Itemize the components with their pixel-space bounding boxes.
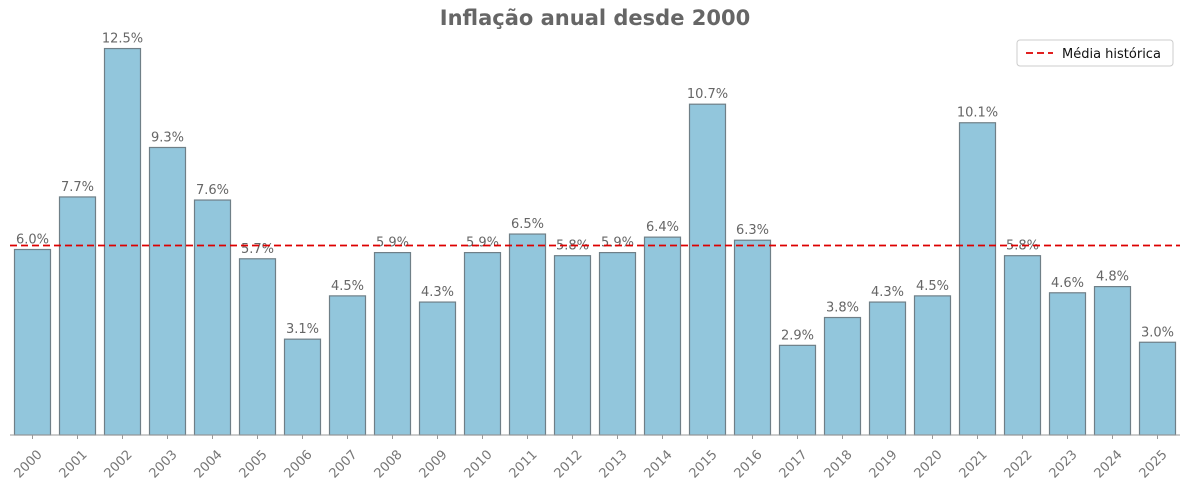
x-tick-label-2000: 2000	[12, 447, 46, 481]
x-tick-label-2011: 2011	[507, 447, 541, 481]
x-tick-label-2002: 2002	[102, 447, 136, 481]
bars-layer	[13, 47, 1177, 436]
bar-2005	[238, 258, 277, 436]
x-tick-label-2010: 2010	[462, 447, 496, 481]
x-tick-label-2018: 2018	[822, 447, 856, 481]
bar-2017	[778, 344, 817, 436]
bar-2015	[688, 103, 727, 436]
bar-2023	[1048, 292, 1087, 436]
data-label-2014: 6.4%	[646, 220, 679, 235]
legend-label-media-historica: Média histórica	[1062, 47, 1161, 62]
bar-2022	[1003, 255, 1042, 436]
bar-2008	[373, 251, 412, 436]
x-tick-label-2024: 2024	[1092, 447, 1126, 481]
bar-2002	[103, 47, 142, 436]
chart-title: Inflação anual desde 2000	[440, 6, 750, 30]
bar-2014	[643, 236, 682, 436]
bar-2025	[1138, 341, 1177, 436]
x-tick-label-2008: 2008	[372, 447, 406, 481]
bar-2020	[913, 295, 952, 436]
data-label-2001: 7.7%	[61, 180, 94, 195]
bar-2021	[958, 122, 997, 436]
x-tick-label-2003: 2003	[147, 447, 181, 481]
data-label-2025: 3.0%	[1141, 325, 1174, 340]
x-tick-label-2001: 2001	[57, 447, 91, 481]
x-tick-label-2025: 2025	[1137, 447, 1171, 481]
data-label-2015: 10.7%	[687, 87, 728, 102]
bar-2012	[553, 255, 592, 436]
x-tick-label-2021: 2021	[957, 447, 991, 481]
data-label-2013: 5.9%	[601, 236, 634, 251]
data-label-2007: 4.5%	[331, 279, 364, 294]
bar-2018	[823, 316, 862, 436]
data-label-2019: 4.3%	[871, 285, 904, 300]
data-label-2020: 4.5%	[916, 279, 949, 294]
data-label-2011: 6.5%	[511, 217, 544, 232]
x-tick-label-2017: 2017	[777, 447, 811, 481]
bar-2010	[463, 251, 502, 436]
bar-2001	[58, 196, 97, 436]
legend: Média histórica	[1016, 39, 1174, 67]
data-label-2006: 3.1%	[286, 322, 319, 337]
x-tick-label-2013: 2013	[597, 447, 631, 481]
x-tick-label-2004: 2004	[192, 447, 226, 481]
data-label-2018: 3.8%	[826, 301, 859, 316]
data-label-2023: 4.6%	[1051, 276, 1084, 291]
data-label-2004: 7.6%	[196, 183, 229, 198]
data-label-2008: 5.9%	[376, 236, 409, 251]
x-tick-label-2023: 2023	[1047, 447, 1081, 481]
x-tick-label-2022: 2022	[1002, 447, 1036, 481]
data-label-2021: 10.1%	[957, 106, 998, 121]
x-tick-label-2014: 2014	[642, 447, 676, 481]
bar-2007	[328, 295, 367, 436]
x-tick-label-2007: 2007	[327, 447, 361, 481]
bar-2024	[1093, 286, 1132, 436]
data-label-2002: 12.5%	[102, 32, 143, 47]
bar-2011	[508, 233, 547, 436]
x-tick-label-2016: 2016	[732, 447, 766, 481]
bar-2019	[868, 301, 907, 436]
data-label-2000: 6.0%	[16, 233, 49, 248]
x-tick-label-2015: 2015	[687, 447, 721, 481]
data-label-2016: 6.3%	[736, 223, 769, 238]
data-label-2003: 9.3%	[151, 130, 184, 145]
bar-2009	[418, 301, 457, 436]
x-tick-label-2005: 2005	[237, 447, 271, 481]
bar-2006	[283, 338, 322, 436]
x-tick-label-2009: 2009	[417, 447, 451, 481]
x-tick-label-2006: 2006	[282, 447, 316, 481]
data-label-2009: 4.3%	[421, 285, 454, 300]
data-labels-layer: 6.0% 7.7% 12.5% 9.3% 7.6% 5.7% 3.1% 4.5% 5.9% 4.3…	[16, 32, 1174, 344]
x-tick-label-2012: 2012	[552, 447, 586, 481]
bar-2013	[598, 251, 637, 436]
bar-2003	[148, 146, 187, 436]
bar-2004	[193, 199, 232, 436]
x-tick-label-2020: 2020	[912, 447, 946, 481]
x-tick-label-2019: 2019	[867, 447, 901, 481]
data-label-2010: 5.9%	[466, 236, 499, 251]
data-label-2024: 4.8%	[1096, 270, 1129, 285]
data-label-2005: 5.7%	[241, 242, 274, 257]
bar-2000	[13, 248, 52, 436]
data-label-2017: 2.9%	[781, 328, 814, 343]
bar-2016	[733, 239, 772, 436]
legend-box	[1016, 39, 1174, 67]
x-axis-ticks: 2000 2001 2002 2003 2004 2005 2006 2007 2008 2009…	[12, 435, 1171, 481]
